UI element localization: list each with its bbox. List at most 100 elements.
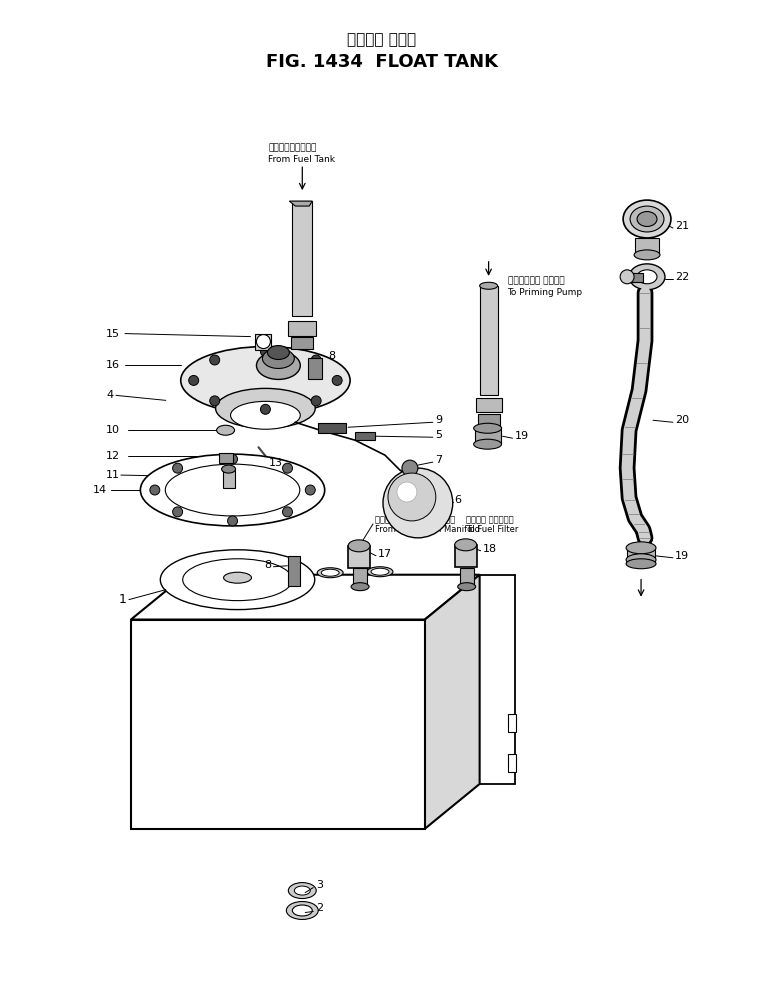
Bar (629, 272, 643, 281)
Ellipse shape (165, 464, 299, 516)
Ellipse shape (286, 902, 319, 919)
Circle shape (388, 473, 435, 521)
Circle shape (228, 454, 238, 464)
Circle shape (150, 485, 160, 495)
Text: フェエル フィルタへ: フェエル フィルタへ (466, 516, 513, 525)
Text: 22: 22 (675, 271, 689, 282)
Ellipse shape (480, 282, 497, 289)
Text: To Fuel Filter: To Fuel Filter (466, 526, 518, 535)
Circle shape (306, 485, 316, 495)
Ellipse shape (263, 349, 294, 369)
Bar (353, 568, 367, 585)
Text: 11: 11 (106, 470, 120, 480)
Text: 21: 21 (675, 221, 689, 231)
Bar (293, 201, 312, 316)
Ellipse shape (231, 402, 300, 429)
Text: フロート タンク: フロート タンク (348, 32, 416, 47)
Ellipse shape (257, 335, 270, 349)
Circle shape (397, 482, 417, 502)
Text: 8: 8 (329, 351, 335, 361)
Bar (131, 619, 425, 829)
Bar (455, 545, 477, 567)
Ellipse shape (637, 212, 657, 227)
Ellipse shape (141, 454, 325, 526)
Ellipse shape (215, 389, 316, 428)
Circle shape (209, 355, 220, 365)
Bar (507, 715, 516, 733)
Polygon shape (131, 575, 480, 619)
Ellipse shape (630, 206, 664, 232)
Ellipse shape (267, 346, 290, 360)
Bar (288, 556, 300, 585)
Text: FIG. 1434  FLOAT TANK: FIG. 1434 FLOAT TANK (266, 53, 498, 71)
Ellipse shape (224, 573, 251, 583)
Bar (355, 432, 375, 440)
Bar (460, 568, 474, 585)
Text: 4: 4 (106, 391, 113, 401)
Text: プライミング ポンプへ: プライミング ポンプへ (507, 276, 564, 285)
Ellipse shape (348, 540, 370, 552)
Circle shape (189, 376, 199, 386)
Text: 12: 12 (106, 451, 120, 461)
Ellipse shape (637, 269, 657, 283)
Bar (627, 548, 655, 564)
Ellipse shape (257, 352, 300, 380)
Ellipse shape (455, 539, 477, 551)
Ellipse shape (294, 886, 310, 895)
Ellipse shape (634, 249, 660, 259)
Text: 6: 6 (455, 495, 461, 505)
Circle shape (620, 269, 634, 283)
Circle shape (173, 507, 183, 517)
Text: 10: 10 (106, 425, 120, 435)
Text: 15: 15 (106, 329, 120, 339)
Bar (308, 358, 322, 380)
Text: 16: 16 (106, 361, 120, 371)
Bar (507, 754, 516, 772)
Bar (255, 334, 271, 350)
Bar (319, 423, 346, 433)
Bar (348, 546, 370, 568)
Text: From Fuel Drain Manifold: From Fuel Drain Manifold (375, 526, 480, 535)
Ellipse shape (629, 263, 665, 290)
Text: 3: 3 (316, 880, 323, 890)
Circle shape (332, 376, 342, 386)
Ellipse shape (371, 569, 389, 576)
Circle shape (311, 396, 321, 406)
Ellipse shape (321, 570, 339, 577)
Ellipse shape (626, 542, 656, 554)
Ellipse shape (288, 883, 316, 899)
Ellipse shape (293, 905, 312, 916)
Circle shape (283, 507, 293, 517)
Circle shape (283, 463, 293, 473)
Bar (478, 414, 500, 426)
Circle shape (261, 347, 270, 357)
Ellipse shape (181, 347, 350, 414)
Bar (288, 321, 316, 336)
Circle shape (173, 463, 183, 473)
Ellipse shape (626, 554, 656, 566)
Text: 20: 20 (675, 415, 689, 425)
Text: 5: 5 (435, 430, 442, 440)
Ellipse shape (623, 200, 671, 238)
Bar (474, 427, 500, 443)
Text: 17: 17 (378, 549, 392, 559)
Ellipse shape (317, 568, 343, 578)
Text: 9: 9 (435, 415, 442, 425)
Circle shape (311, 355, 321, 365)
Text: From Fuel Tank: From Fuel Tank (268, 155, 335, 164)
Circle shape (209, 396, 220, 406)
Polygon shape (425, 575, 480, 829)
Text: 14: 14 (93, 485, 107, 495)
Ellipse shape (222, 465, 235, 473)
Ellipse shape (474, 439, 501, 449)
Text: 8: 8 (264, 560, 271, 570)
Text: To Priming Pump: To Priming Pump (507, 288, 583, 297)
Text: 19: 19 (514, 431, 529, 441)
Bar (480, 285, 497, 396)
Bar (222, 468, 235, 488)
Text: 19: 19 (675, 551, 689, 561)
Text: フェエルタンクから: フェエルタンクから (268, 144, 317, 153)
Circle shape (383, 468, 453, 538)
Ellipse shape (626, 559, 656, 569)
Circle shape (402, 460, 418, 476)
